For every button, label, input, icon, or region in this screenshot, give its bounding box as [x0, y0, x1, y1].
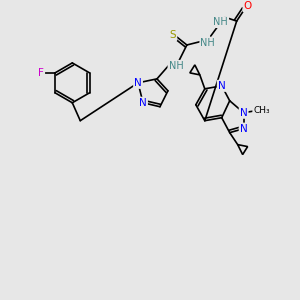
- Text: NH: NH: [169, 61, 183, 71]
- Text: CH₃: CH₃: [253, 106, 270, 115]
- Text: S: S: [169, 30, 176, 40]
- Text: NH: NH: [213, 17, 228, 27]
- Text: N: N: [240, 108, 248, 118]
- Text: N: N: [134, 78, 142, 88]
- Text: N: N: [139, 98, 147, 108]
- Text: O: O: [244, 1, 252, 11]
- Text: N: N: [240, 124, 248, 134]
- Text: F: F: [38, 68, 44, 78]
- Text: N: N: [218, 81, 226, 91]
- Text: NH: NH: [200, 38, 215, 48]
